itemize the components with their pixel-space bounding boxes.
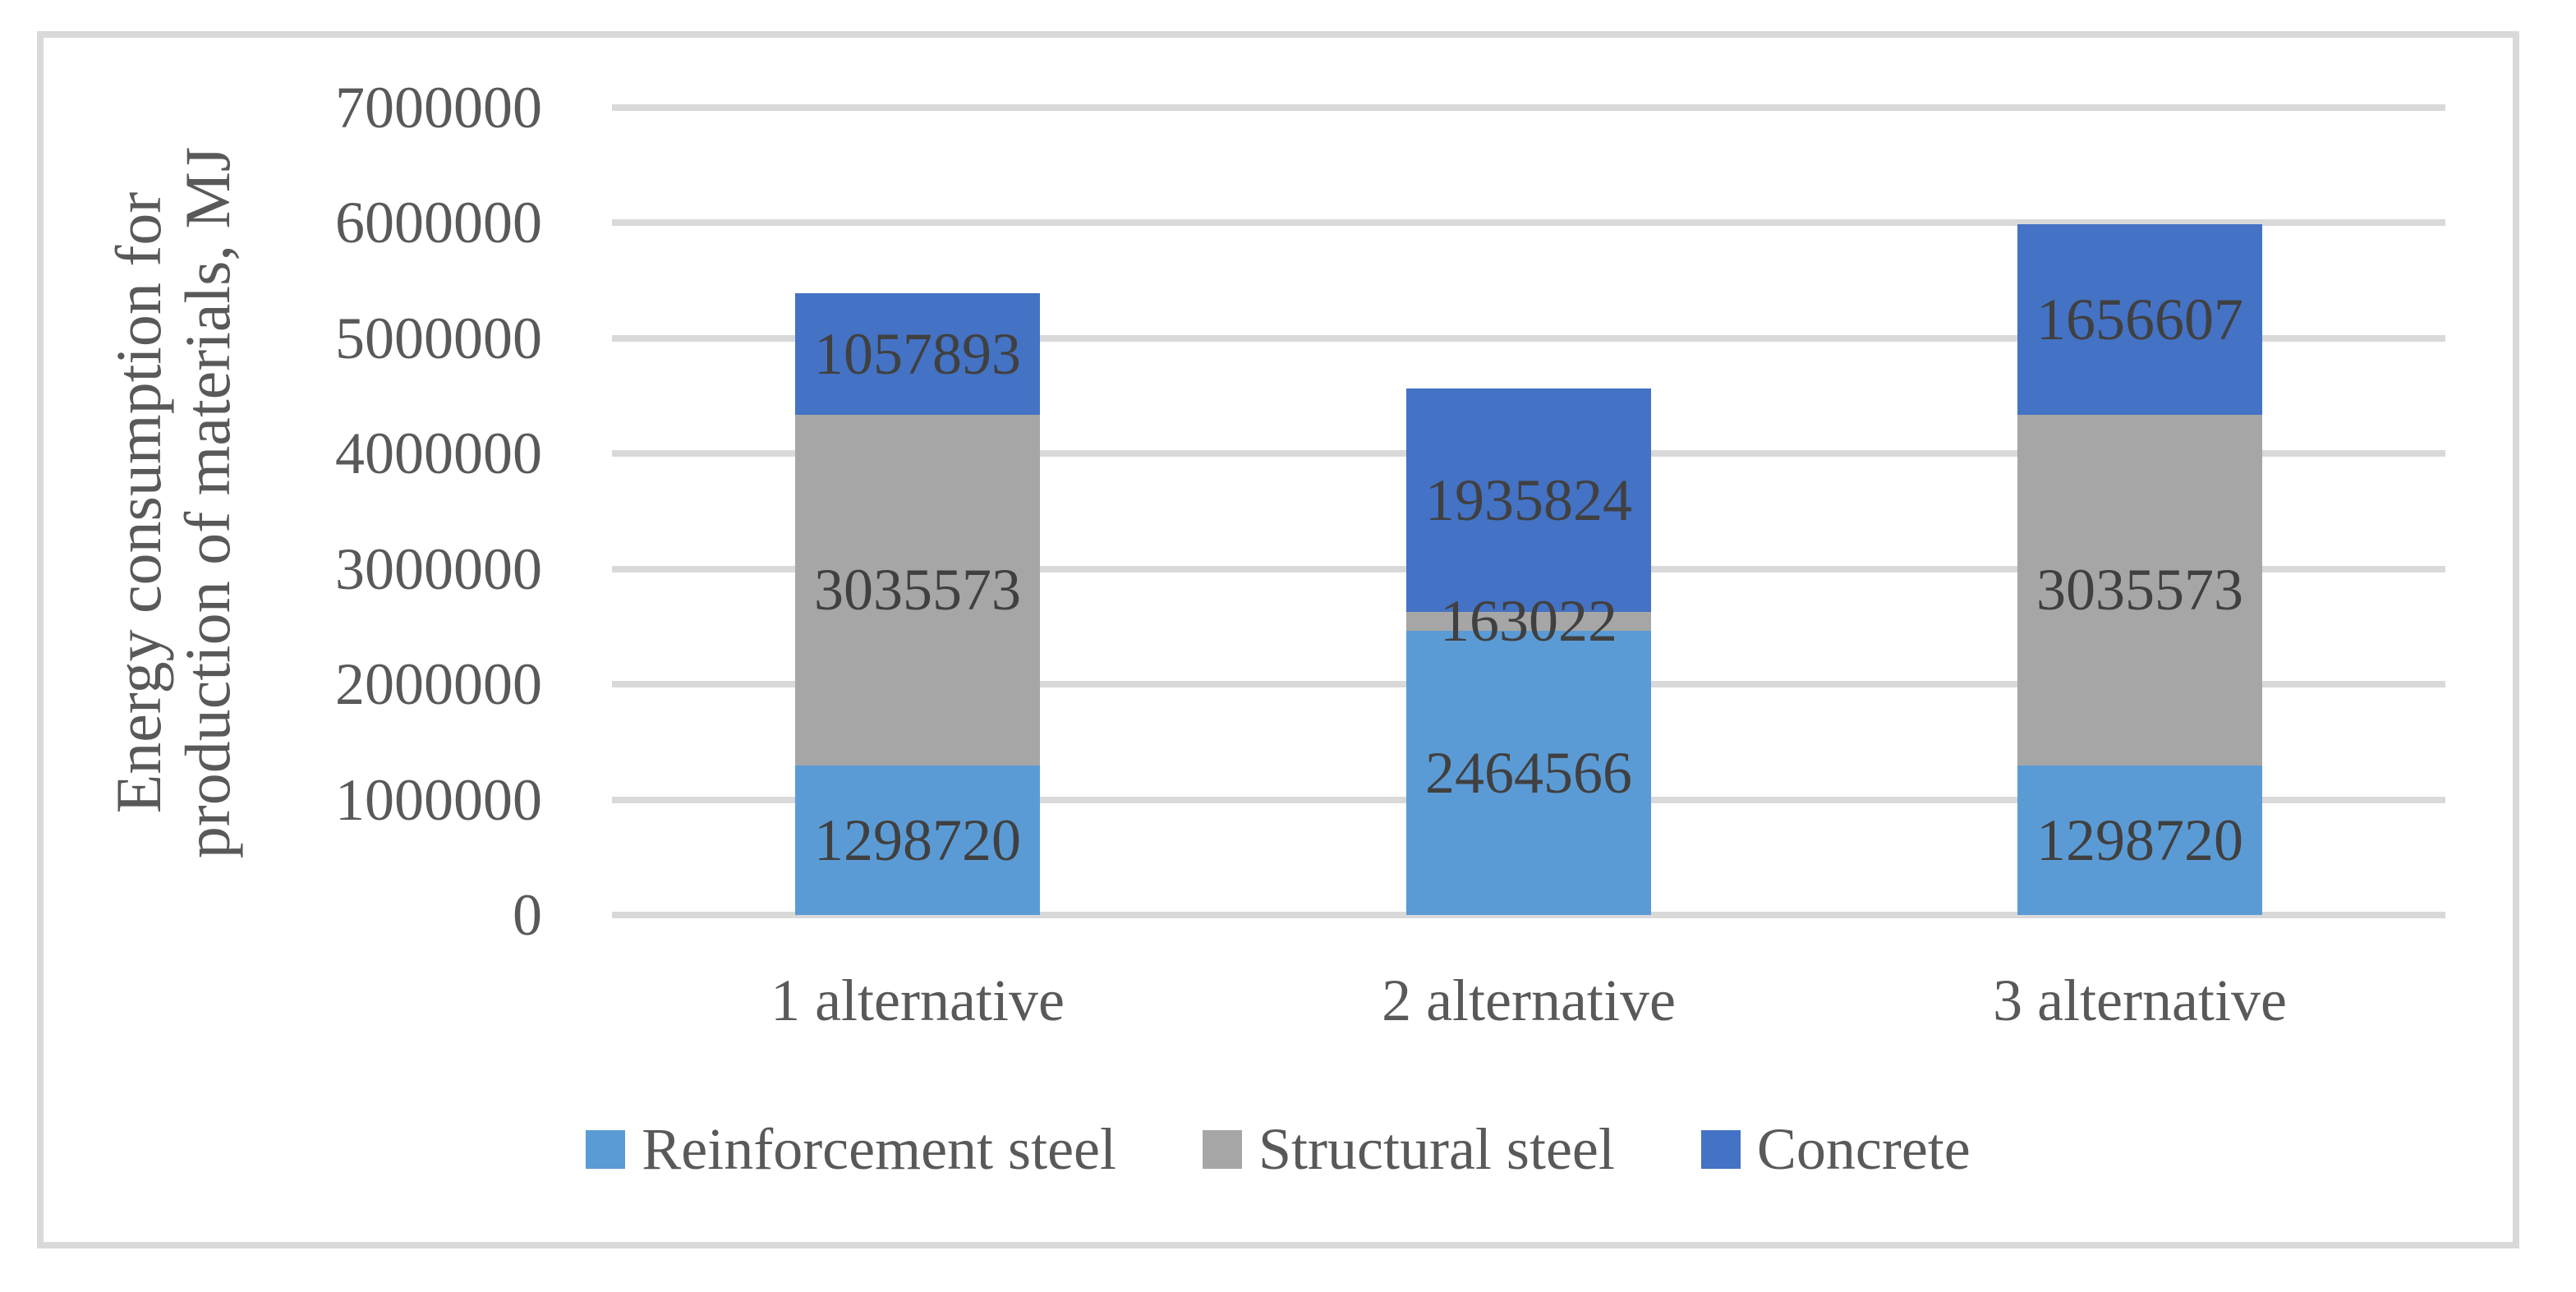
- y-tick-label: 6000000: [335, 190, 542, 256]
- legend-swatch-icon: [586, 1129, 626, 1169]
- bar-segment: [1406, 630, 1651, 915]
- bar-segment: [795, 765, 1040, 915]
- legend-swatch-icon: [1700, 1129, 1741, 1169]
- legend-label: Structural steel: [1258, 1116, 1615, 1182]
- y-tick-label: 7000000: [335, 75, 542, 140]
- data-label: 1298720: [2036, 807, 2243, 873]
- gridline-6000000: [612, 219, 2445, 227]
- bar-segment: [2017, 415, 2262, 766]
- data-label: 1935824: [1425, 467, 1632, 534]
- gridline-7000000: [612, 104, 2445, 111]
- legend-item: Structural steel: [1203, 1112, 1615, 1186]
- gridline-0: [612, 912, 2445, 918]
- data-label: 3035573: [814, 557, 1021, 623]
- bar-segment: [795, 292, 1040, 416]
- bar-segment: [2017, 223, 2262, 416]
- y-tick-label: 5000000: [335, 305, 542, 371]
- y-axis-title-line-1: Energy consumption for: [103, 191, 174, 814]
- legend: Reinforcement steel Structural steel Concr…: [37, 1112, 2519, 1186]
- data-label: 2464566: [1425, 739, 1632, 806]
- y-axis-title: Energy consumption for production of mat…: [103, 0, 249, 1078]
- y-tick-label: 3000000: [335, 536, 542, 602]
- data-label: 1057893: [814, 321, 1021, 388]
- legend-label: Reinforcement steel: [642, 1116, 1116, 1182]
- x-category-label: 1 alternative: [770, 968, 1065, 1033]
- bar-segment: [795, 415, 1040, 766]
- bar-segment: [1406, 389, 1651, 612]
- x-category-label: 3 alternative: [1993, 968, 2287, 1033]
- bar-segment: [1406, 612, 1651, 631]
- x-category-label: 2 alternative: [1382, 968, 1676, 1033]
- legend-item: Reinforcement steel: [586, 1112, 1116, 1186]
- legend-label: Concrete: [1756, 1116, 1971, 1182]
- y-tick-label: 0: [513, 882, 542, 948]
- bar-segment: [2017, 765, 2262, 915]
- y-tick-label: 2000000: [335, 651, 542, 718]
- y-axis-title-line-2: production of materials, MJ: [172, 146, 243, 859]
- y-tick-label: 4000000: [335, 421, 542, 487]
- data-label: 1298720: [814, 807, 1021, 873]
- data-label: 3035573: [2036, 557, 2243, 623]
- data-label: 163022: [1440, 588, 1617, 655]
- legend-item: Concrete: [1700, 1112, 1971, 1186]
- data-label: 1656607: [2036, 287, 2243, 353]
- y-tick-label: 1000000: [335, 766, 542, 833]
- gridline-5000000: [612, 334, 2445, 342]
- legend-swatch-icon: [1203, 1129, 1242, 1169]
